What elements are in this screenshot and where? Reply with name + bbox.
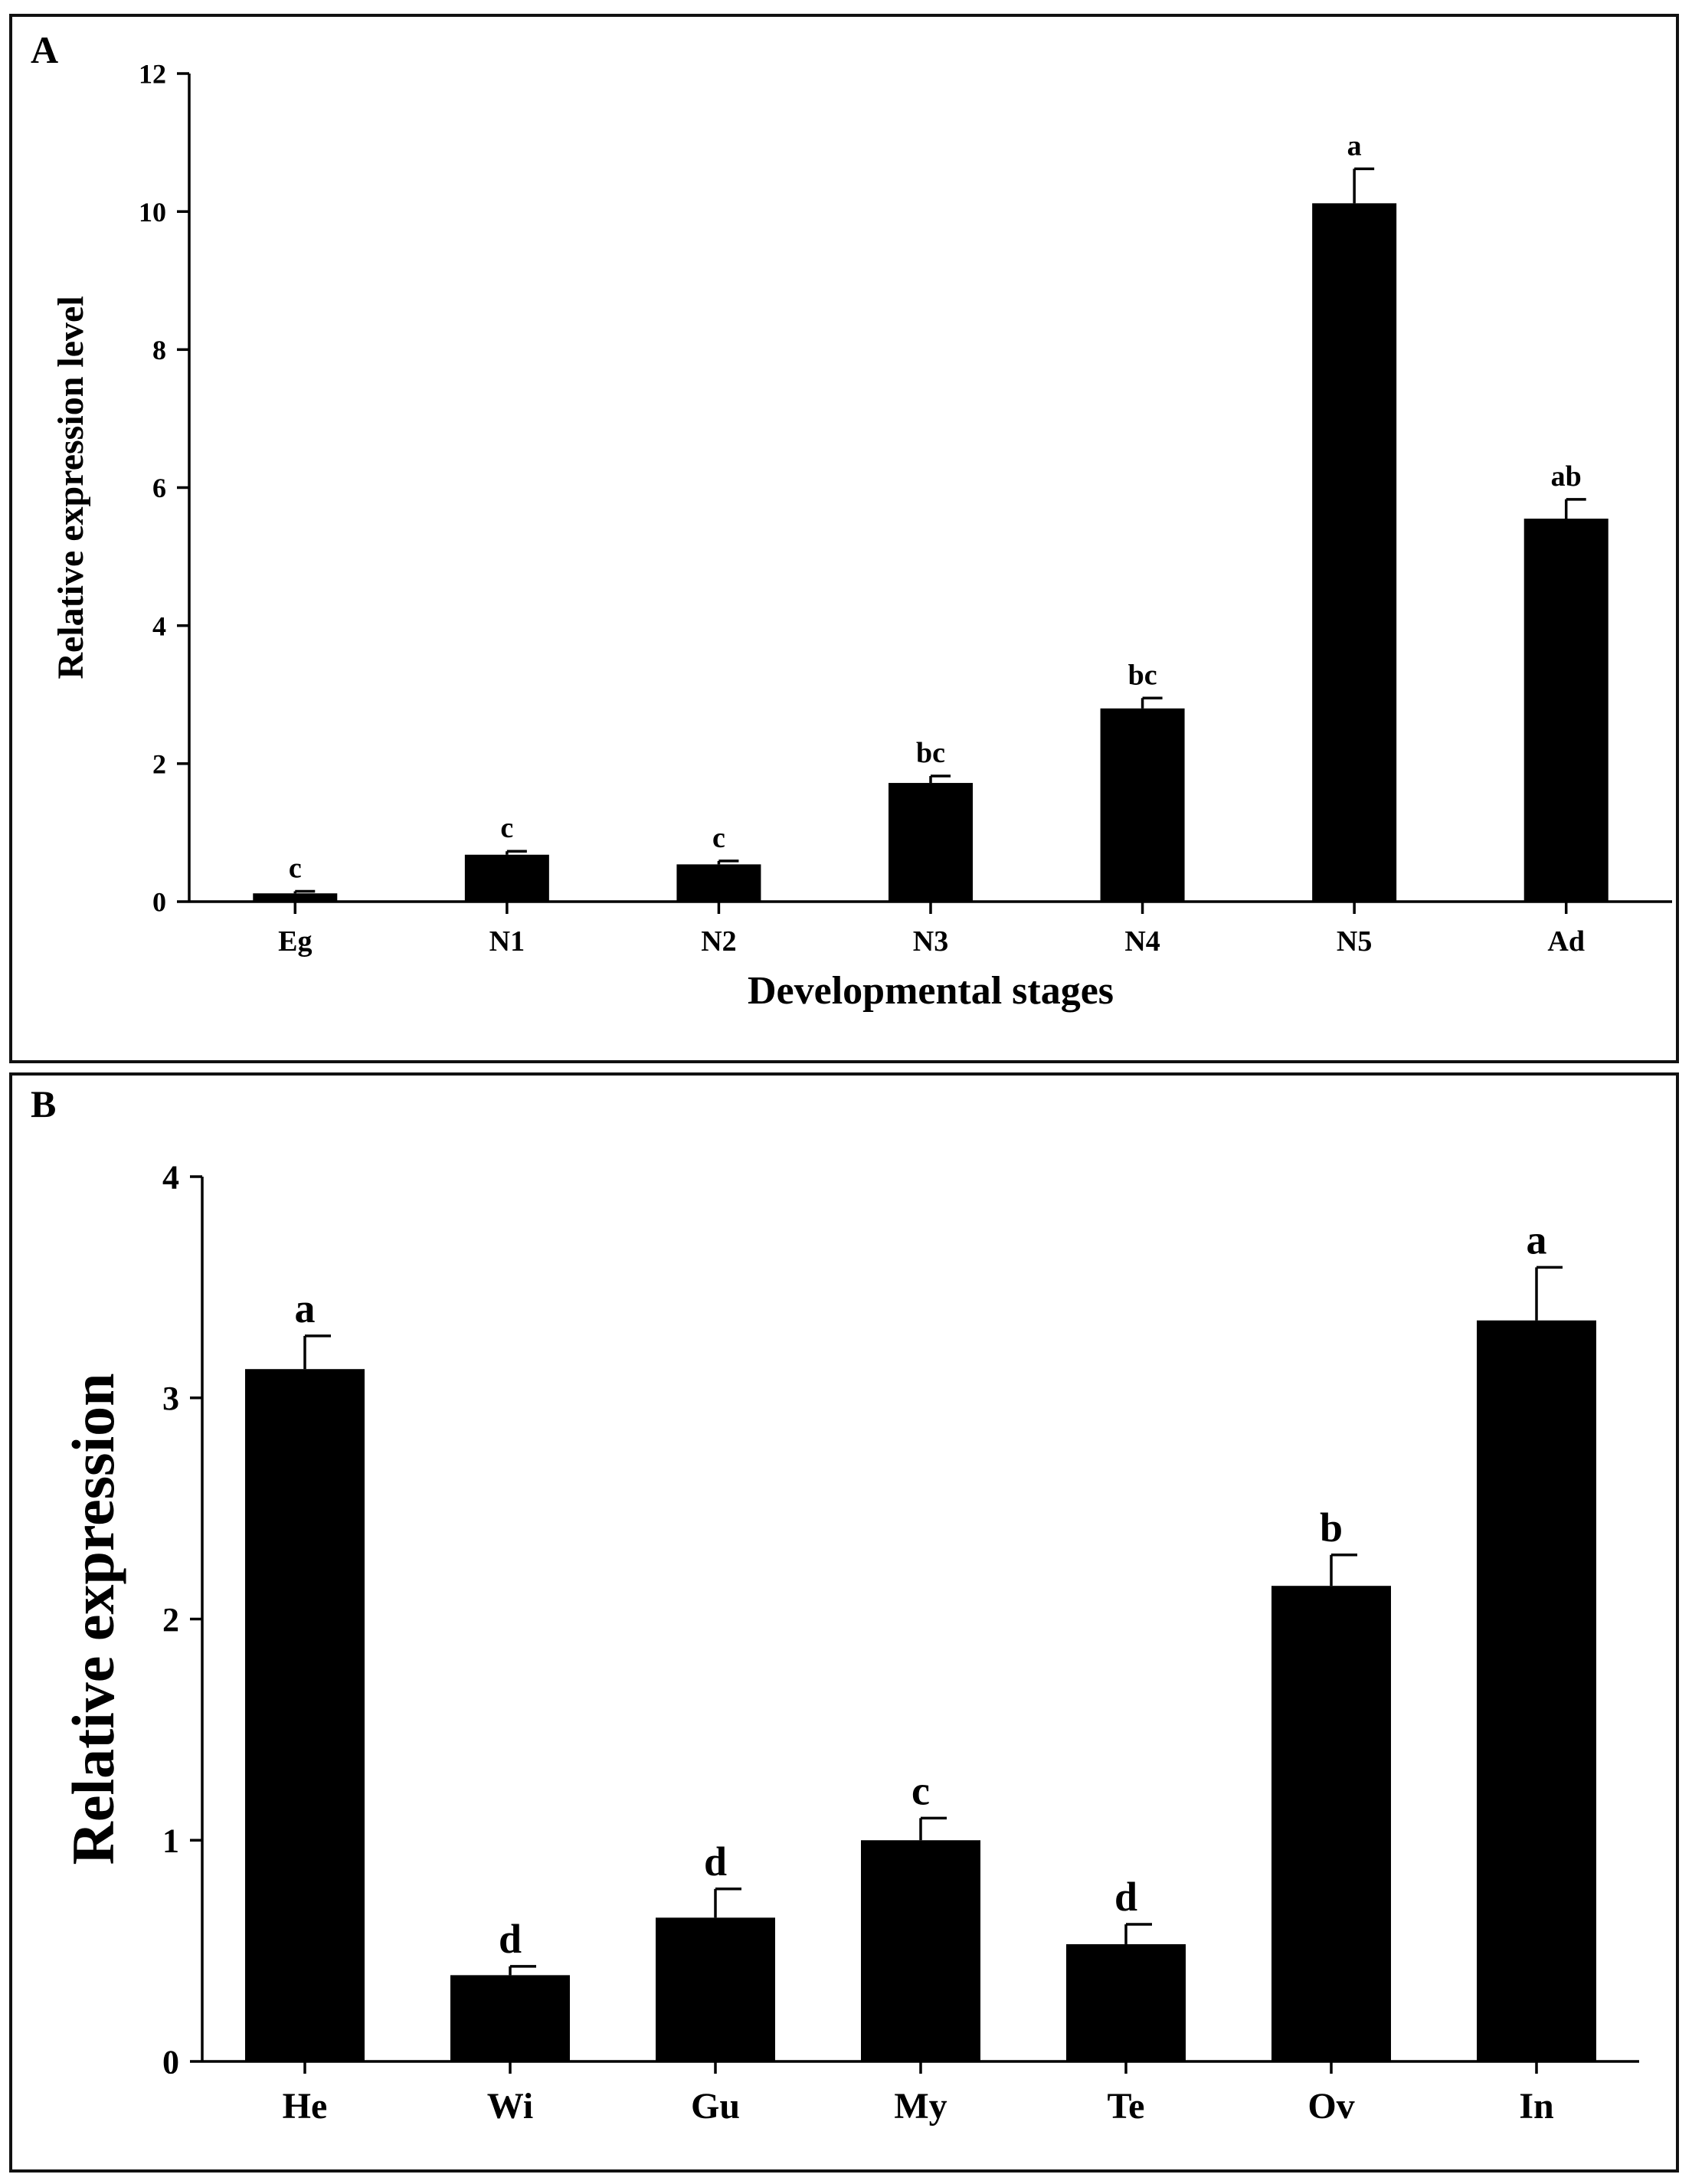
bar-in <box>1477 1320 1596 2061</box>
y-tick-label: 1 <box>162 1822 179 1860</box>
x-tick-label-ov: Ov <box>1307 2086 1354 2127</box>
x-tick-label-in: In <box>1519 2086 1553 2127</box>
y-tick-label: 8 <box>152 335 166 365</box>
bar-n3 <box>889 783 973 902</box>
bar-my <box>861 1840 980 2061</box>
y-tick-label: 2 <box>152 748 166 779</box>
bar-he <box>245 1369 365 2061</box>
y-axis-title: Relative expression <box>60 1374 126 1865</box>
y-tick-label: 12 <box>139 59 166 90</box>
bar-n4 <box>1100 708 1185 902</box>
x-tick-label-n4: N4 <box>1124 925 1160 958</box>
x-tick-label-ad: Ad <box>1547 925 1585 958</box>
significance-label-gu: d <box>704 1839 727 1884</box>
significance-label-in: a <box>1527 1216 1547 1262</box>
significance-label-wi: d <box>499 1916 522 1962</box>
chart-b: 0 1 2 3 4 a He d Wi d Gu c My d Te b Ov a In Relative expre… <box>60 1158 1639 2127</box>
x-tick-label-n5: N5 <box>1337 925 1372 958</box>
significance-label-n1: c <box>500 812 513 844</box>
y-tick-label: 10 <box>139 197 166 228</box>
x-tick-label-n2: N2 <box>701 925 736 958</box>
bar-ov <box>1271 1586 1391 2061</box>
y-tick-label: 0 <box>152 887 166 918</box>
bar-eg <box>253 893 338 902</box>
x-tick-label-n3: N3 <box>913 925 948 958</box>
x-tick-label-eg: Eg <box>278 925 312 958</box>
significance-label-n2: c <box>712 822 725 854</box>
x-tick-label-my: My <box>894 2086 947 2127</box>
y-axis-title: Relative expression level <box>51 296 91 679</box>
y-tick-label: 4 <box>162 1158 179 1196</box>
panel-b: B 0 1 2 3 4 a He d Wi d Gu c My d Te b Ov a In Relative exp… <box>9 1072 1679 2173</box>
significance-label-n4: bc <box>1128 659 1157 691</box>
x-tick-label-he: He <box>283 2086 328 2127</box>
x-tick-label-te: Te <box>1108 2086 1145 2127</box>
significance-label-ad: ab <box>1551 460 1582 493</box>
significance-label-my: c <box>911 1767 930 1813</box>
significance-label-te: d <box>1114 1874 1137 1920</box>
y-tick-label: 4 <box>152 611 166 641</box>
significance-label-he: a <box>295 1285 316 1331</box>
bar-wi <box>450 1975 570 2061</box>
bar-n5 <box>1312 203 1397 902</box>
y-tick-label: 6 <box>152 473 166 503</box>
x-tick-label-n1: N1 <box>489 925 525 958</box>
bar-n1 <box>464 854 549 902</box>
x-tick-label-gu: Gu <box>691 2086 740 2127</box>
y-tick-label: 3 <box>162 1380 179 1417</box>
x-tick-label-wi: Wi <box>487 2086 533 2127</box>
significance-label-eg: c <box>289 852 302 884</box>
bar-ad <box>1523 519 1609 902</box>
y-tick-label: 2 <box>162 1601 179 1639</box>
significance-label-ov: b <box>1320 1505 1343 1550</box>
panel-a: A 0 2 4 6 8 10 12 c Eg c N1 c N2 bc N3 bc N4 a N5 ab Ad Relat… <box>9 14 1679 1063</box>
bar-gu <box>656 1917 775 2061</box>
bar-n2 <box>676 864 761 902</box>
significance-label-n3: bc <box>916 737 945 769</box>
panel-b-letter: B <box>31 1082 57 1125</box>
y-tick-label: 0 <box>162 2043 179 2081</box>
panel-a-letter: A <box>31 28 59 71</box>
significance-label-n5: a <box>1347 129 1362 162</box>
chart-a: 0 2 4 6 8 10 12 c Eg c N1 c N2 bc N3 bc N4 a N5 ab Ad Relativ… <box>51 59 1672 1013</box>
bar-te <box>1066 1943 1186 2061</box>
x-axis-title: Developmental stages <box>748 969 1114 1013</box>
